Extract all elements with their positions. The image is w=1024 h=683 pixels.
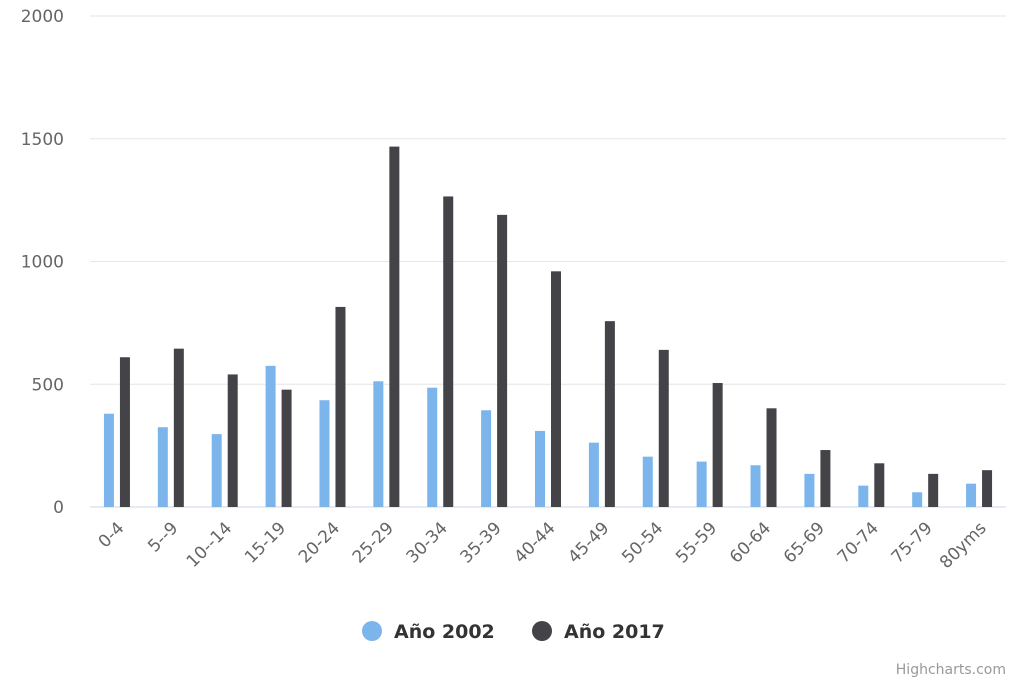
bar-ano-2017[interactable] xyxy=(173,348,184,507)
bar-ano-2017[interactable] xyxy=(982,470,993,507)
x-tick-label: 75-79 xyxy=(888,518,937,567)
bar-ano-2017[interactable] xyxy=(119,357,130,507)
x-axis-labels: 0-4 5--9 10--14 15-19 20-24 25-29 30-34 35-39 40… xyxy=(95,518,991,573)
credits-link[interactable]: Highcharts.com xyxy=(896,662,1006,678)
x-tick-label: 65-69 xyxy=(780,518,829,567)
legend-item-ano-2002[interactable]: Año 2002 xyxy=(362,621,495,643)
x-tick-label: 80yms xyxy=(936,518,991,573)
x-tick-label: 10--14 xyxy=(183,518,236,571)
bar-ano-2017[interactable] xyxy=(928,473,939,507)
y-tick-label: 2000 xyxy=(21,7,64,27)
bar-ano-2017[interactable] xyxy=(820,450,831,507)
x-tick-label: 45-49 xyxy=(564,518,613,567)
bar-ano-2002[interactable] xyxy=(373,381,384,507)
bar-ano-2002[interactable] xyxy=(319,400,330,507)
x-tick-label: 40-44 xyxy=(510,518,559,567)
y-tick-label: 1000 xyxy=(21,253,64,273)
bar-ano-2017[interactable] xyxy=(443,196,454,507)
x-tick-label: 35-39 xyxy=(457,518,506,567)
x-tick-label: 15-19 xyxy=(241,518,290,567)
y-tick-label: 1500 xyxy=(21,130,64,150)
bar-ano-2002[interactable] xyxy=(427,387,438,507)
y-tick-label: 500 xyxy=(32,375,64,395)
bar-ano-2002[interactable] xyxy=(858,485,869,507)
bar-ano-2017[interactable] xyxy=(335,306,346,507)
bar-ano-2017[interactable] xyxy=(604,321,615,507)
y-tick-label: 0 xyxy=(53,498,64,518)
bar-ano-2017[interactable] xyxy=(497,214,508,508)
x-tick-label: 50-54 xyxy=(618,518,667,567)
x-tick-label: 55-59 xyxy=(672,518,721,567)
bar-ano-2002[interactable] xyxy=(642,456,653,507)
bar-ano-2002[interactable] xyxy=(696,461,707,507)
bar-ano-2002[interactable] xyxy=(103,413,114,507)
bar-ano-2017[interactable] xyxy=(874,463,885,507)
bar-ano-2002[interactable] xyxy=(912,492,923,507)
legend-item-ano-2017[interactable]: Año 2017 xyxy=(532,621,665,643)
x-tick-label: 5--9 xyxy=(144,518,182,556)
bar-ano-2002[interactable] xyxy=(535,430,545,507)
bar-ano-2017[interactable] xyxy=(766,408,777,507)
x-tick-label: 70-74 xyxy=(834,518,883,567)
bar-ano-2017[interactable] xyxy=(389,146,400,507)
grid-lines xyxy=(90,15,1006,508)
legend-marker xyxy=(532,621,552,641)
bar-ano-2017[interactable] xyxy=(227,374,238,507)
legend-label: Año 2017 xyxy=(564,621,665,643)
bar-ano-2002[interactable] xyxy=(750,465,761,507)
x-tick-label: 30-34 xyxy=(403,518,452,567)
bar-ano-2017[interactable] xyxy=(658,349,669,507)
x-tick-label: 60-64 xyxy=(726,518,775,567)
bar-ano-2017[interactable] xyxy=(712,383,723,507)
bar-ano-2002[interactable] xyxy=(588,442,599,507)
legend-marker xyxy=(362,621,382,641)
bar-ano-2002[interactable] xyxy=(265,365,276,507)
x-tick-label: 0-4 xyxy=(95,518,129,552)
bar-ano-2002[interactable] xyxy=(211,434,222,507)
bars xyxy=(103,146,993,508)
legend-label: Año 2002 xyxy=(394,621,495,643)
legend[interactable]: Año 2002 Año 2017 xyxy=(362,621,665,643)
bar-ano-2017[interactable] xyxy=(551,271,561,507)
bar-ano-2017[interactable] xyxy=(281,389,292,507)
bar-ano-2002[interactable] xyxy=(481,410,492,507)
bar-ano-2002[interactable] xyxy=(966,483,977,507)
x-tick-label: 20-24 xyxy=(295,518,344,567)
y-axis-labels: 0 500 1000 1500 2000 xyxy=(21,7,64,518)
x-tick-label: 25-29 xyxy=(349,518,398,567)
bar-ano-2002[interactable] xyxy=(157,427,168,507)
bar-ano-2002[interactable] xyxy=(804,473,815,507)
